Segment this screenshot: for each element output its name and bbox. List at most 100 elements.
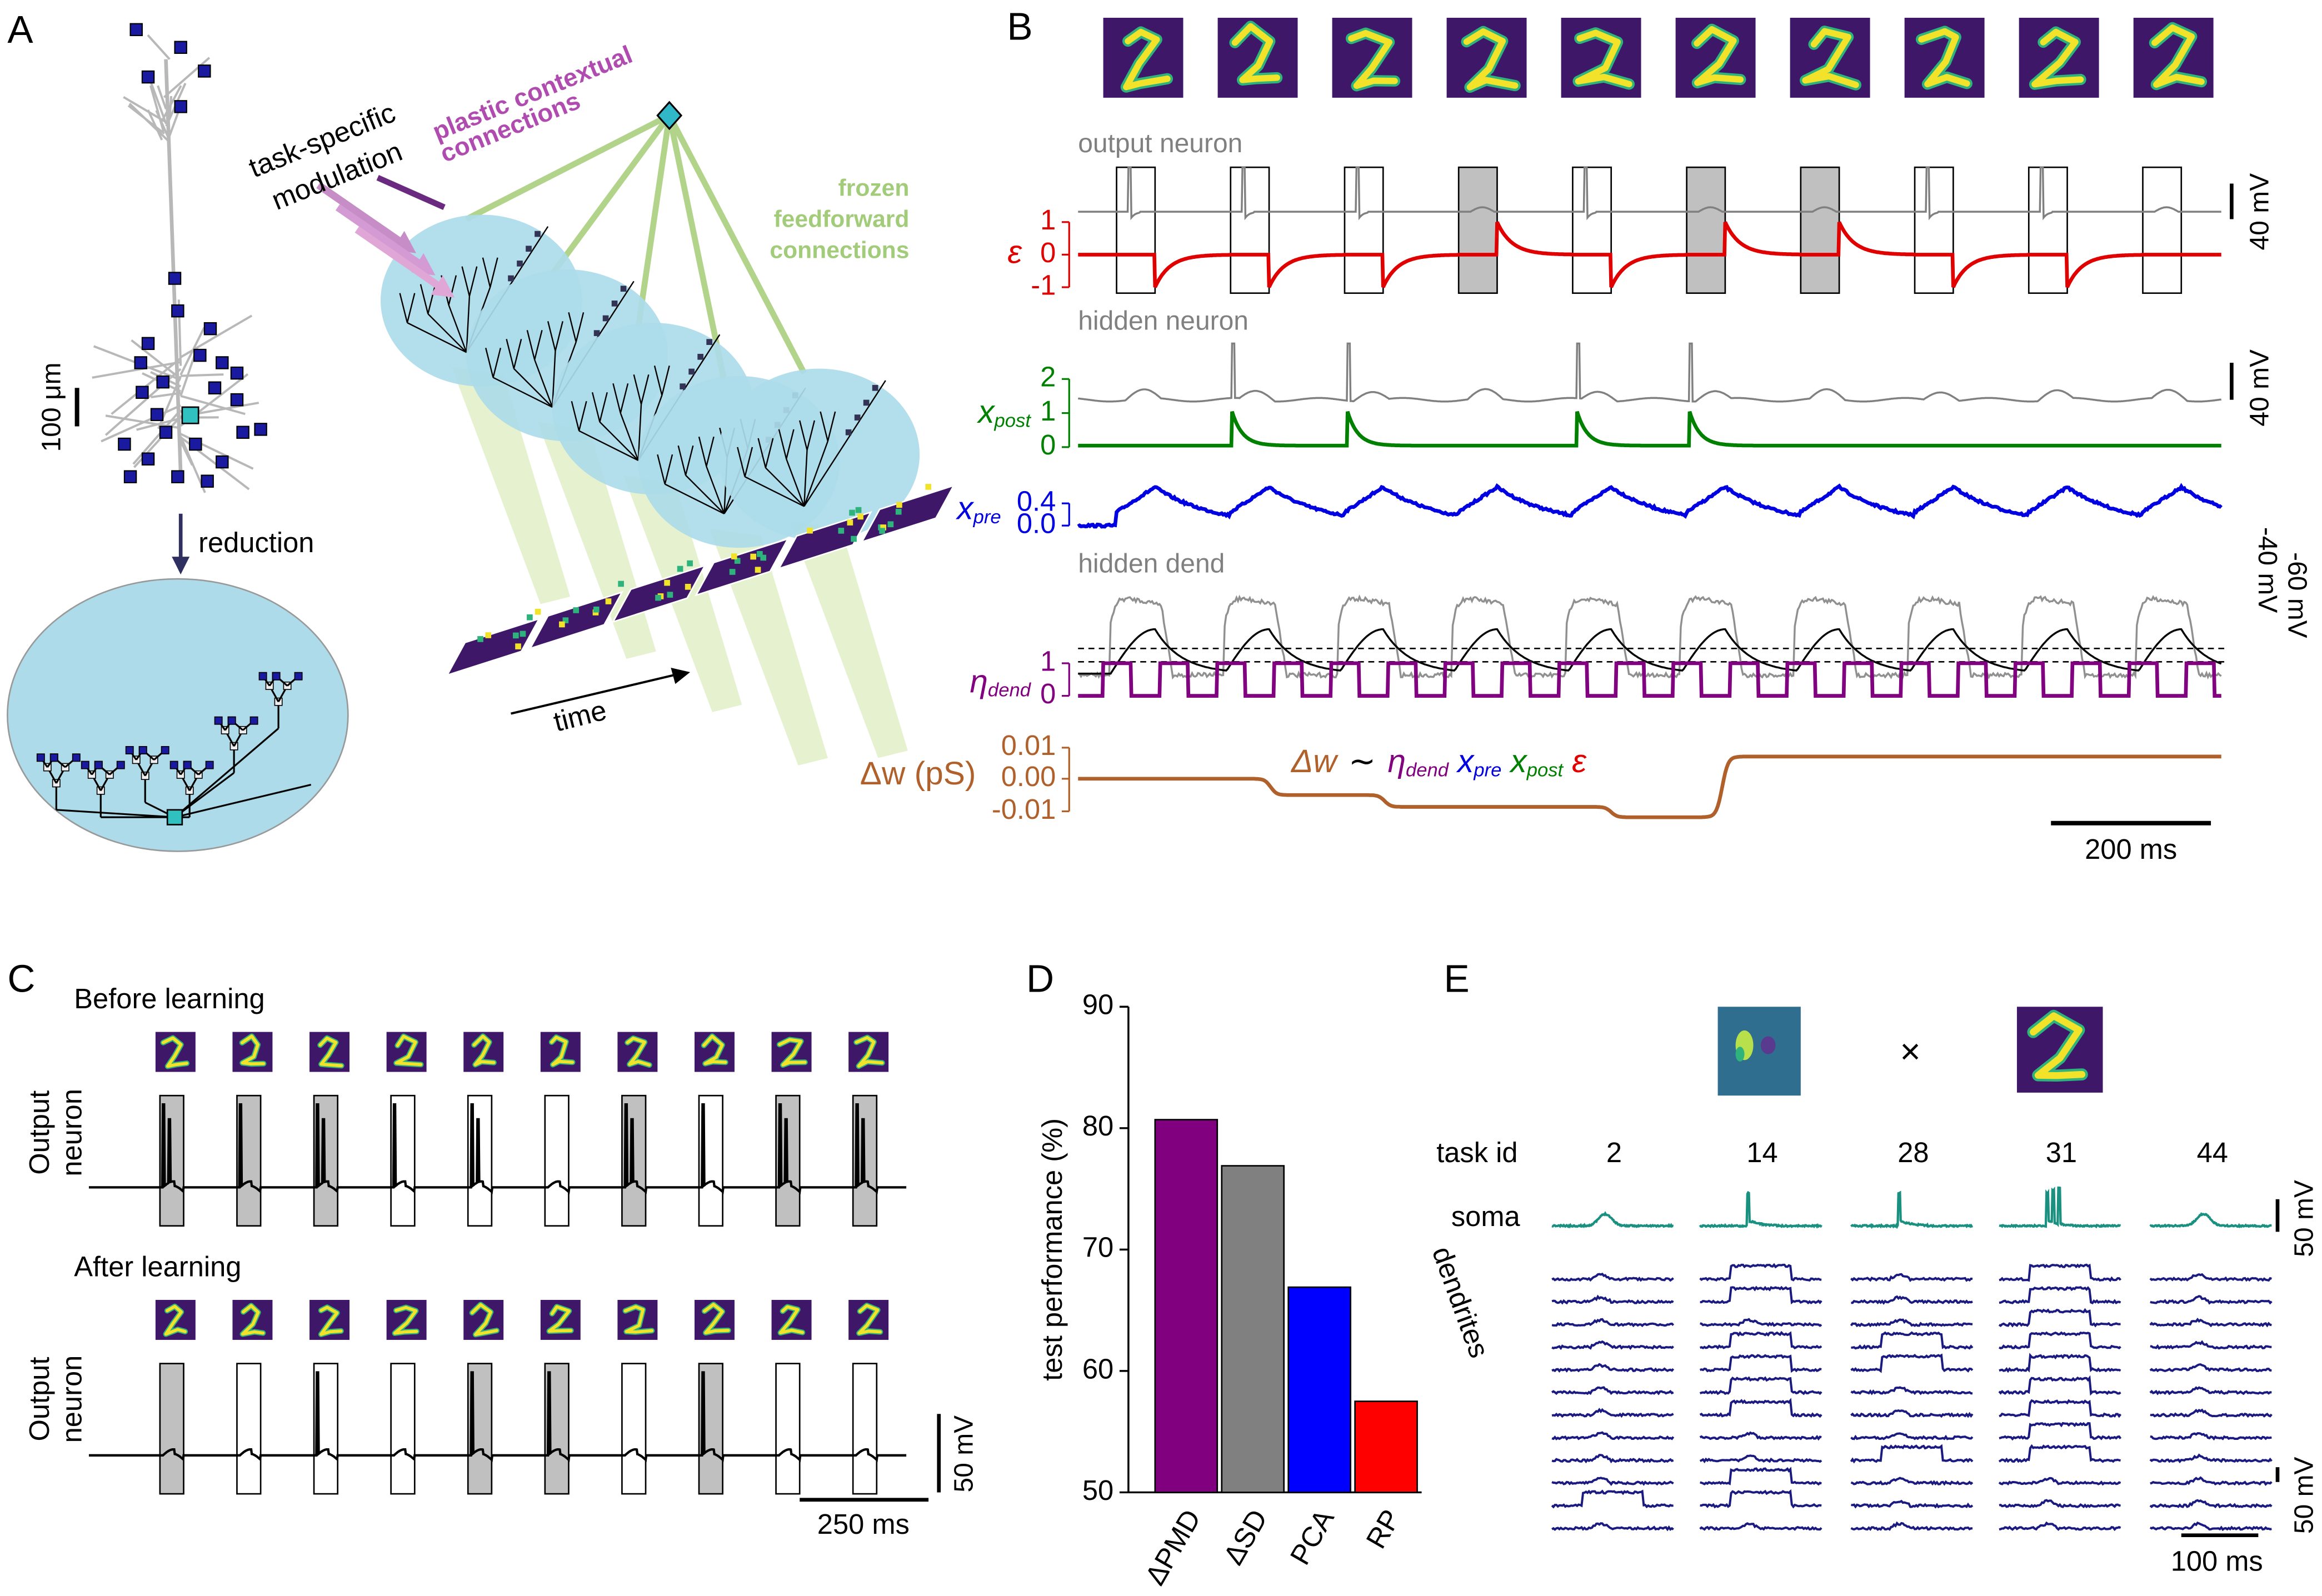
synapse [141,452,155,466]
label: After learning [74,1250,241,1282]
branch [637,404,642,461]
branch [533,330,543,360]
synapse [136,386,149,399]
y-tick-label: 60 [1082,1353,1113,1384]
pixel [513,632,519,639]
stimulus-window [1457,166,1498,294]
node [517,261,523,267]
node [854,414,861,421]
digit-stroke [318,1036,343,1068]
term: x [955,491,975,527]
dendrite-trace [1551,1363,1675,1373]
label: soma [1451,1200,1521,1232]
dendrite-trace [1700,1354,1822,1373]
dendrite-trace [1699,1398,1822,1418]
node [214,716,223,725]
branch [575,312,585,342]
branch [490,257,498,288]
stimulus-window [236,1363,262,1495]
dendrite [92,361,181,379]
node [845,429,852,436]
stimulus-window [1230,166,1270,294]
node [611,301,618,307]
dendrite-trace [1999,1521,2121,1532]
node [81,761,89,769]
branch [407,322,467,353]
label: hidden dend [1078,549,1225,579]
dendrite [181,373,224,377]
branch [551,351,556,407]
frozen-connection [635,115,672,328]
pixel [593,606,600,613]
term: Δw [1290,744,1339,780]
label: connections [770,237,909,263]
soma-trace [1999,1186,2121,1229]
term: η [1387,744,1406,780]
synapse [141,337,155,351]
branch [744,447,753,477]
node [125,746,134,754]
dendrite-trace [2149,1317,2272,1328]
pixel [857,513,863,520]
node [680,383,686,389]
branch [599,421,639,461]
dendrite [147,75,167,124]
dendrite-trace [1850,1273,1973,1282]
synapse [193,348,207,362]
branch [526,330,536,360]
stimulus-window [390,1094,416,1227]
node [183,761,192,769]
subscript: dend [988,680,1032,701]
panel-label: B [1007,5,1032,48]
frozen-connection [550,113,672,276]
pixel [849,509,855,516]
term: η [970,664,988,700]
soma-trace [1850,1190,1974,1229]
dendrite-trace [1999,1422,2122,1441]
synapse [216,356,229,369]
node [593,330,600,336]
node [49,753,58,762]
context-image [1717,1007,1801,1096]
branch [677,445,687,476]
label: neuron [56,1355,88,1443]
modulation-arrow [354,226,441,289]
branch [803,450,808,507]
output-trace [88,1371,907,1463]
x-tick-label: PCA [1284,1504,1340,1570]
synapse [201,474,214,488]
dendrite-trace [2150,1476,2273,1486]
term: ∼ [1349,744,1376,780]
digit-stroke [1231,23,1280,83]
dendrite-trace [2149,1273,2272,1282]
y-tick-label: 70 [1082,1232,1113,1263]
branch [578,401,587,431]
pixel [559,621,565,628]
feedforward-beam [451,367,571,604]
branch [827,411,836,442]
arrow-head [172,557,190,575]
y-tick-label: 50 [1082,1474,1113,1506]
digit-stroke [547,1305,573,1333]
branch [547,321,556,351]
label: task id [1436,1137,1517,1168]
dendrite-trace [2149,1363,2272,1373]
digit-stroke [857,1304,882,1335]
synapse [189,437,202,451]
node [249,716,258,725]
digit-stroke [1348,29,1398,89]
digit-stroke [393,1305,418,1335]
stimulus-window [775,1363,801,1495]
branch [685,445,694,476]
tick-label: 0.0 [1017,507,1056,539]
tick-label: 0 [1040,678,1056,709]
bar [1221,1165,1285,1493]
pixel [562,617,569,624]
label: output neuron [1078,129,1242,158]
dendrite-trace [1999,1286,2121,1305]
stimulus-window [621,1363,647,1495]
label: Output [23,1090,55,1175]
dendrite [151,392,181,398]
frozen-connection [666,114,807,375]
task-label: 28 [1897,1137,1929,1168]
